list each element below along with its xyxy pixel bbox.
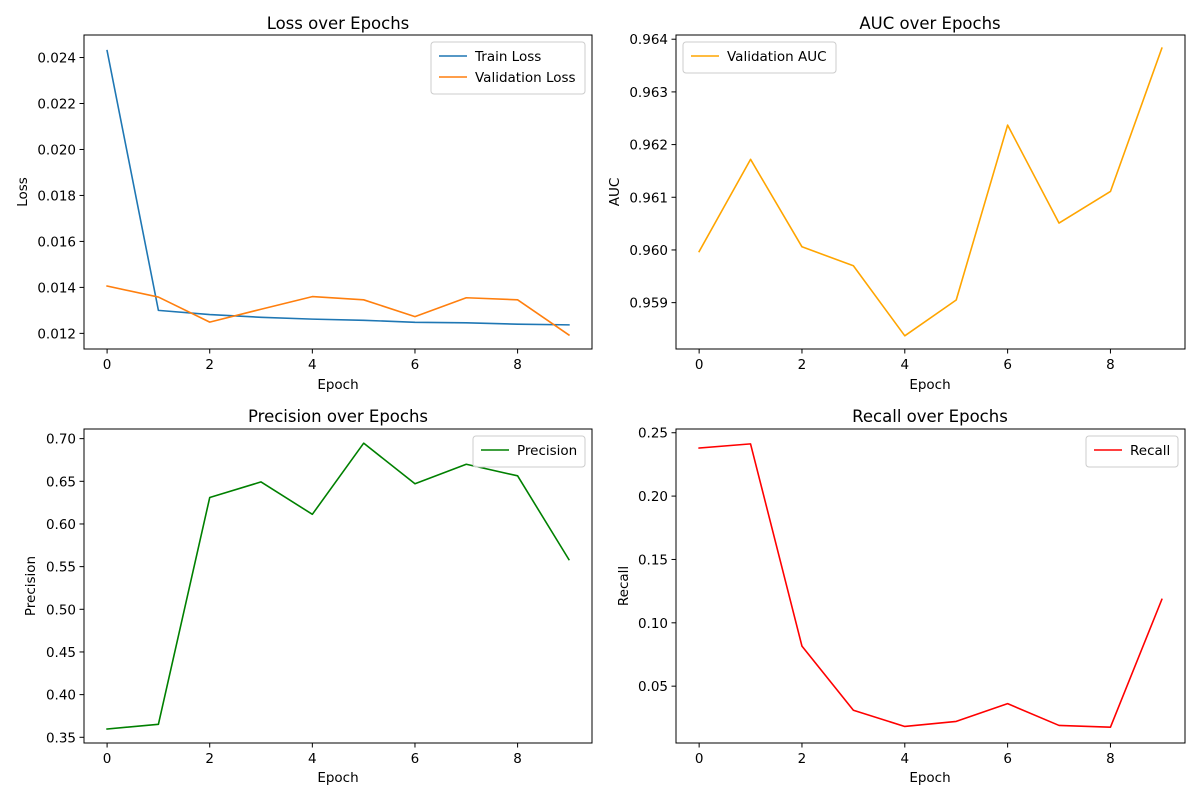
y-tick-label: 0.15 (638, 552, 668, 568)
x-tick-label: 0 (103, 751, 112, 767)
y-tick-label: 0.964 (629, 32, 668, 48)
x-tick-label: 2 (205, 357, 214, 373)
y-axis-label: Precision (23, 556, 39, 616)
y-tick-label: 0.35 (46, 730, 76, 746)
y-tick-label: 0.25 (638, 426, 668, 442)
y-tick-label: 0.959 (629, 296, 668, 312)
series-lines (106, 442, 571, 730)
x-tick-label: 6 (411, 751, 420, 767)
x-tick-label: 4 (900, 357, 909, 373)
x-axis-label: Epoch (909, 770, 950, 786)
x-tick-label: 2 (798, 357, 807, 373)
subplot-precision: Precision over Epochs Epoch Precision 0 2… (23, 407, 593, 786)
series-line-1 (106, 285, 571, 337)
y-tick-label: 0.10 (638, 616, 668, 632)
x-tick-label: 6 (411, 357, 420, 373)
y-axis-label: AUC (607, 178, 623, 207)
x-tick-label: 8 (1106, 751, 1115, 767)
legend-box (1085, 435, 1179, 468)
chart-title: AUC over Epochs (859, 14, 1000, 33)
legend-label: Train Loss (474, 49, 541, 65)
y-tick-label: 0.961 (629, 190, 668, 206)
subplot-loss: Loss over Epochs Epoch Loss 0 2 4 6 8 0.012 0.… (15, 14, 593, 393)
y-tick-label: 0.40 (46, 688, 76, 704)
x-tick-label: 0 (695, 357, 704, 373)
legend-label: Validation Loss (475, 70, 576, 86)
legend-label: Recall (1130, 443, 1170, 459)
y-tick-label: 0.963 (629, 85, 668, 101)
x-axis-label: Epoch (317, 377, 358, 393)
y-tick-label: 0.014 (37, 280, 76, 296)
y-tick-label: 0.018 (37, 188, 76, 204)
y-tick-label: 0.960 (629, 243, 668, 259)
x-tick-label: 8 (1106, 357, 1115, 373)
x-axis-label: Epoch (909, 377, 950, 393)
axes-frame (83, 34, 593, 350)
y-axis-label: Recall (616, 566, 632, 606)
series-lines (698, 443, 1163, 729)
x-axis-label: Epoch (317, 770, 358, 786)
x-tick-label: 2 (798, 751, 807, 767)
series-line-0 (106, 49, 570, 326)
subplot-auc: AUC over Epochs Epoch AUC 0 2 4 6 8 0.959 0.96… (607, 14, 1186, 393)
chart-title: Loss over Epochs (267, 14, 410, 33)
y-tick-label: 0.024 (37, 51, 76, 67)
x-tick-label: 2 (205, 751, 214, 767)
y-tick-label: 0.020 (37, 142, 76, 158)
axes-frame (675, 34, 1186, 350)
y-tick-label: 0.60 (46, 517, 76, 533)
y-axis-label: Loss (15, 177, 31, 207)
series-line-0 (698, 443, 1163, 729)
y-tick-label: 0.016 (37, 234, 76, 250)
legend-label: Validation AUC (727, 49, 827, 65)
legend: Validation AUC (682, 41, 837, 74)
series-lines (106, 49, 571, 337)
legend-label: Precision (517, 443, 577, 459)
axes-frame (675, 428, 1186, 744)
y-tick-label: 0.022 (37, 97, 76, 113)
chart-title: Precision over Epochs (248, 407, 428, 426)
x-tick-label: 4 (308, 751, 317, 767)
axes-frame (83, 428, 593, 744)
y-tick-label: 0.05 (638, 679, 668, 695)
y-tick-label: 0.962 (629, 138, 668, 154)
legend-box (430, 41, 586, 95)
x-tick-label: 0 (103, 357, 112, 373)
x-tick-label: 6 (1003, 357, 1012, 373)
legend: Train Loss Validation Loss (430, 41, 586, 95)
x-tick-label: 4 (900, 751, 909, 767)
y-tick-label: 0.65 (46, 474, 76, 490)
y-tick-label: 0.012 (37, 326, 76, 342)
series-lines (698, 47, 1163, 337)
chart-title: Recall over Epochs (852, 407, 1008, 426)
y-tick-label: 0.70 (46, 432, 76, 448)
subplot-recall: Recall over Epochs Epoch Recall 0 2 4 6 8 0.0… (616, 407, 1186, 786)
legend: Recall (1085, 435, 1179, 468)
legend: Precision (472, 435, 586, 468)
x-tick-label: 8 (513, 357, 522, 373)
legend-box (682, 41, 837, 74)
series-line-0 (106, 442, 571, 730)
legend-box (472, 435, 586, 468)
y-tick-label: 0.55 (46, 560, 76, 576)
y-tick-label: 0.45 (46, 645, 76, 661)
series-line-0 (698, 47, 1163, 337)
x-tick-label: 0 (695, 751, 704, 767)
x-tick-label: 4 (308, 357, 317, 373)
y-tick-label: 0.20 (638, 489, 668, 505)
x-tick-label: 8 (513, 751, 522, 767)
x-tick-label: 6 (1003, 751, 1012, 767)
y-tick-label: 0.50 (46, 602, 76, 618)
